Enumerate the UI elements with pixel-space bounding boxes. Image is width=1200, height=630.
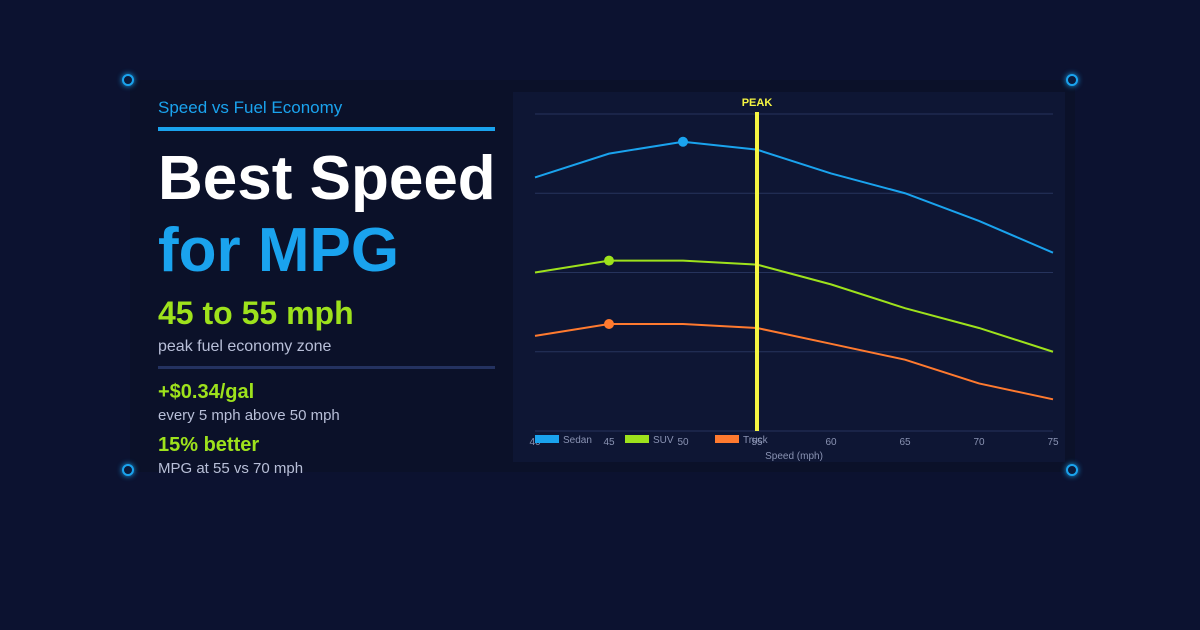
headline-line-2: for MPG — [158, 216, 400, 285]
stats-divider — [158, 366, 495, 369]
corner-handle-top-right[interactable] — [1066, 74, 1078, 86]
stat-cost-caption: every 5 mph above 50 mph — [158, 407, 340, 424]
peak-point-sedan — [678, 136, 688, 147]
peak-zone-caption: peak fuel economy zone — [158, 338, 332, 355]
corner-handle-bottom-right[interactable] — [1066, 464, 1078, 476]
series-line-truck — [534, 323, 1054, 401]
stat-cost-value: +$0.34/gal — [158, 381, 255, 403]
headline-line-1: Best Speed — [158, 144, 496, 213]
x-tick-label: 55 — [751, 437, 763, 448]
corner-handle-top-left[interactable] — [122, 74, 134, 86]
chart-subtitle: Speed vs Fuel Economy — [158, 98, 343, 117]
x-tick-label: 70 — [973, 437, 985, 448]
peak-marker-label: PEAK — [742, 97, 773, 109]
legend-swatch-suv — [625, 435, 649, 443]
stat-efficiency: 15% better MPG at 55 vs 70 mph — [158, 434, 518, 477]
legend-swatch-truck — [715, 435, 739, 443]
x-tick-label: 75 — [1047, 437, 1059, 448]
subtitle-divider — [158, 127, 495, 131]
peak-point-truck — [604, 319, 614, 330]
stat-cost: +$0.34/gal every 5 mph above 50 mph — [158, 381, 518, 424]
stat-efficiency-caption: MPG at 55 vs 70 mph — [158, 460, 304, 477]
peak-point-suv — [604, 255, 614, 266]
legend-swatch-sedan — [535, 435, 559, 443]
x-axis-label: Speed (mph) — [765, 451, 823, 462]
series-line-suv — [534, 259, 1054, 353]
legend-label-sedan: Sedan — [563, 435, 592, 446]
info-panel: Speed vs Fuel Economy Best Speed for MPG… — [158, 96, 518, 477]
x-tick-label: 45 — [603, 437, 615, 448]
legend-label-truck: Truck — [743, 435, 769, 446]
corner-handle-bottom-left[interactable] — [122, 464, 134, 476]
x-tick-label: 65 — [899, 437, 911, 448]
x-tick-label: 60 — [825, 437, 837, 448]
stat-efficiency-value: 15% better — [158, 434, 260, 456]
legend-label-suv: SUV — [653, 435, 674, 446]
chart-panel: PEAK4045505560657075Speed (mph)SedanSUVT… — [513, 92, 1065, 462]
series-line-sedan — [534, 140, 1054, 254]
x-tick-label: 50 — [677, 437, 689, 448]
peak-zone-value: 45 to 55 mph — [158, 295, 354, 331]
mpg-line-chart: PEAK4045505560657075Speed (mph)SedanSUVT… — [529, 97, 1059, 462]
